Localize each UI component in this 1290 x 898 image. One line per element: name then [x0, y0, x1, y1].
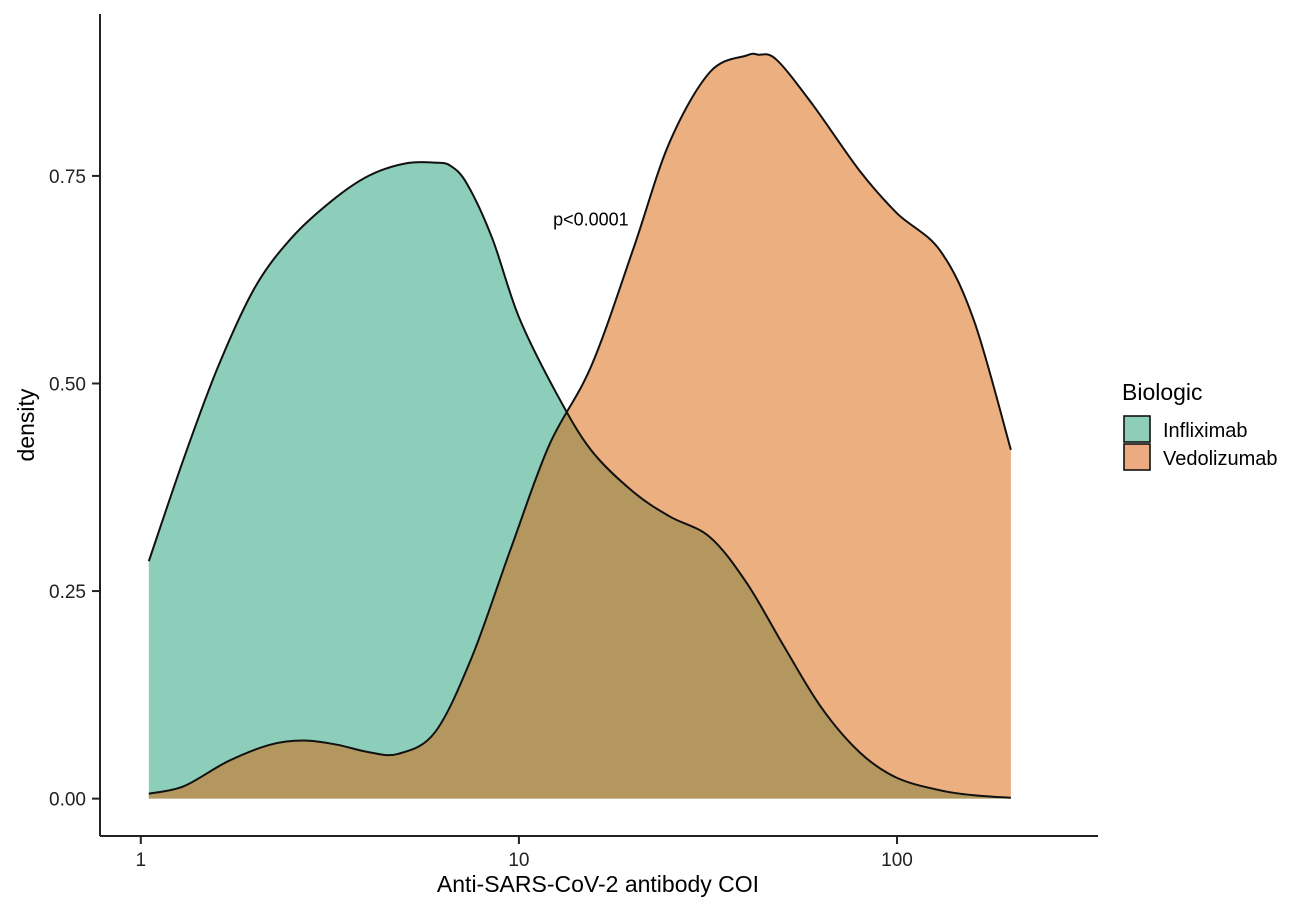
- y-axis-title: density: [13, 388, 39, 461]
- y-tick-label: 0.00: [49, 790, 86, 811]
- x-axis-title: Anti-SARS-CoV-2 antibody COI: [437, 871, 759, 897]
- y-tick-label: 0.25: [49, 582, 86, 603]
- plot-area: [147, 52, 1012, 799]
- legend-key-infliximab: [1123, 415, 1151, 443]
- x-tick-label: 100: [881, 850, 913, 871]
- vedolizumab-density-outline: [148, 52, 1012, 795]
- p-value-annotation: p<0.0001: [553, 210, 629, 230]
- y-tick-label: 0.50: [49, 374, 86, 395]
- y-tick-label: 0.75: [49, 167, 86, 188]
- y-axis-ticks: 0.00 0.25 0.50 0.75: [49, 167, 100, 811]
- legend: Biologic Infliximab Vedolizumab: [1122, 379, 1278, 471]
- legend-key-vedolizumab: [1123, 443, 1151, 471]
- infliximab-density-outline: [147, 161, 1011, 799]
- legend-label-vedolizumab: Vedolizumab: [1163, 448, 1278, 470]
- x-tick-label: 10: [508, 850, 529, 871]
- x-axis-ticks: 1 10 100: [136, 836, 913, 871]
- legend-label-infliximab: Infliximab: [1163, 420, 1247, 442]
- x-tick-label: 1: [136, 850, 147, 871]
- vedolizumab-density-area: [148, 53, 1011, 799]
- legend-title: Biologic: [1122, 379, 1203, 405]
